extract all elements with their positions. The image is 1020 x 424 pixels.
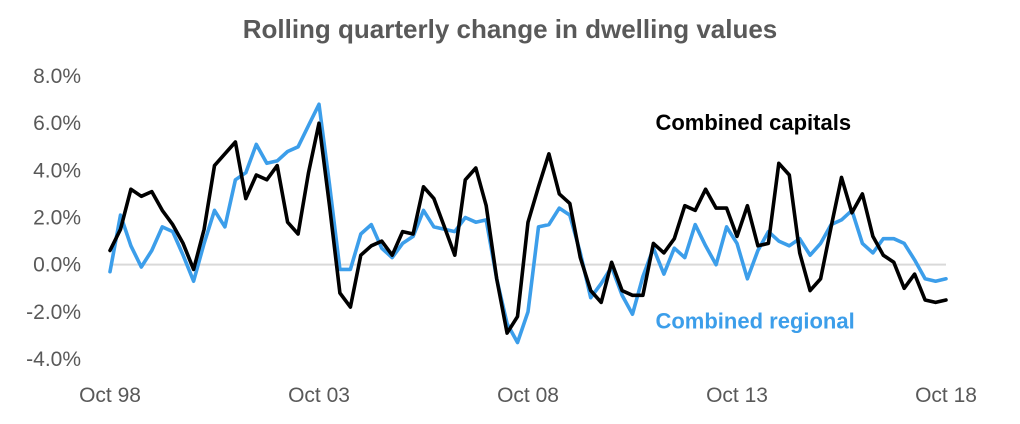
label-combined-regional: Combined regional: [655, 308, 854, 333]
x-tick-label: Oct 08: [497, 384, 559, 407]
x-tick-label: Oct 03: [288, 384, 350, 407]
y-tick-label: 6.0%: [33, 112, 81, 135]
y-tick-label: 8.0%: [33, 65, 81, 88]
y-tick-label: 0.0%: [33, 254, 81, 277]
series-line-combined-capitals: [108, 121, 948, 335]
series-line-combined-regional: [108, 102, 948, 345]
x-tick-label: Oct 98: [79, 384, 141, 407]
y-tick-label: -2.0%: [26, 301, 81, 324]
x-tick-label: Oct 18: [915, 384, 977, 407]
label-combined-capitals: Combined capitals: [655, 110, 851, 135]
x-tick-label: Oct 13: [706, 384, 768, 407]
y-tick-label: -4.0%: [26, 348, 81, 371]
y-tick-label: 4.0%: [33, 159, 81, 182]
chart-title: Rolling quarterly change in dwelling val…: [242, 14, 778, 44]
y-tick-label: 2.0%: [33, 207, 81, 230]
